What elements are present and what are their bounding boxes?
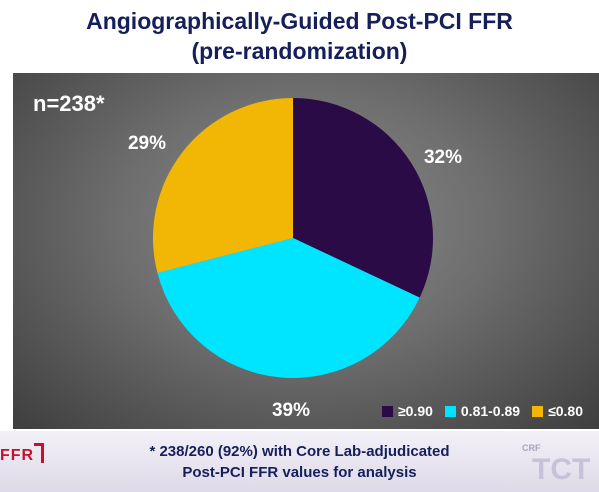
chart-legend: ≥0.90 0.81-0.89 ≤0.80 [381, 403, 583, 419]
legend-label-3: ≤0.80 [548, 403, 583, 419]
ffr-logo: FFR [0, 447, 35, 464]
pie-chart: 32% 39% 29% [128, 98, 462, 421]
pie-slice-3 [153, 98, 293, 273]
pie-slice-1 [293, 98, 433, 298]
footer-bar: FFR * 238/260 (92%) with Core Lab-adjudi… [0, 431, 599, 492]
footnote: * 238/260 (92%) with Core Lab-adjudicate… [0, 441, 599, 483]
pie-slice-label-1: 32% [424, 147, 462, 168]
legend-item-3: ≤0.80 [532, 403, 583, 419]
footnote-line-2: Post-PCI FFR values for analysis [182, 464, 417, 481]
pie-slice-label-3: 29% [128, 133, 166, 154]
legend-swatch-1 [381, 405, 393, 417]
footnote-line-1: * 238/260 (92%) with Core Lab-adjudicate… [149, 443, 450, 460]
chart-title-line-2: (pre-randomization) [191, 38, 408, 64]
pie-slice-2 [157, 238, 420, 378]
ffr-logo-mark [34, 443, 44, 463]
tct-logo: TCT [532, 453, 591, 486]
chart-panel: n=238* 32% 39% 29% ≥0.90 0.81-0.89 ≤0.80 [13, 73, 599, 429]
pie-slice-label-2: 39% [272, 400, 310, 421]
legend-swatch-2 [444, 405, 456, 417]
chart-title-line-1: Angiographically-Guided Post-PCI FFR [86, 8, 513, 34]
legend-swatch-3 [532, 405, 544, 417]
sample-size-label: n=238* [33, 91, 105, 116]
legend-label-1: ≥0.90 [397, 403, 433, 419]
chart-title: Angiographically-Guided Post-PCI FFR (pr… [0, 6, 599, 66]
legend-item-1: ≥0.90 [381, 403, 433, 419]
legend-item-2: 0.81-0.89 [444, 403, 521, 419]
legend-label-2: 0.81-0.89 [460, 403, 521, 419]
crf-logo: CRF [522, 443, 541, 453]
